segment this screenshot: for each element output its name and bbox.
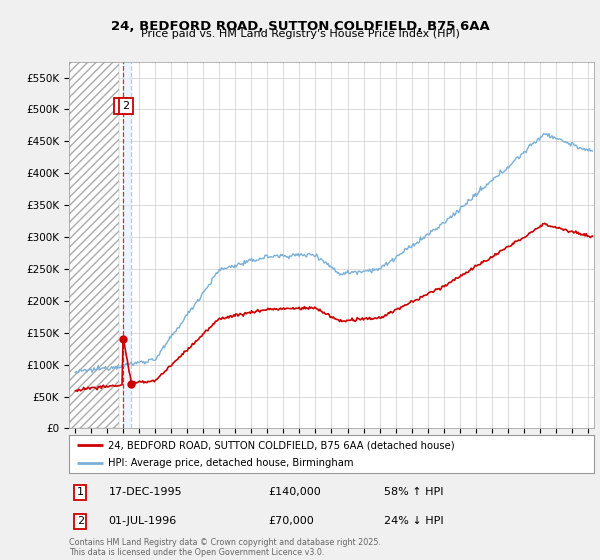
Text: £140,000: £140,000 — [269, 487, 321, 497]
Bar — [69, 62, 119, 428]
Text: Contains HM Land Registry data © Crown copyright and database right 2025.
This d: Contains HM Land Registry data © Crown c… — [69, 538, 381, 557]
Text: 1: 1 — [77, 487, 84, 497]
Text: 24, BEDFORD ROAD, SUTTON COLDFIELD, B75 6AA: 24, BEDFORD ROAD, SUTTON COLDFIELD, B75 … — [110, 20, 490, 32]
Text: HPI: Average price, detached house, Birmingham: HPI: Average price, detached house, Birm… — [109, 458, 354, 468]
Text: 58% ↑ HPI: 58% ↑ HPI — [384, 487, 443, 497]
Text: 24% ↓ HPI: 24% ↓ HPI — [384, 516, 443, 526]
Text: 1: 1 — [117, 101, 124, 111]
Bar — [123, 62, 131, 428]
Text: 2: 2 — [77, 516, 84, 526]
Text: 24, BEDFORD ROAD, SUTTON COLDFIELD, B75 6AA (detached house): 24, BEDFORD ROAD, SUTTON COLDFIELD, B75 … — [109, 440, 455, 450]
Text: Price paid vs. HM Land Registry's House Price Index (HPI): Price paid vs. HM Land Registry's House … — [140, 29, 460, 39]
Text: 2: 2 — [122, 101, 130, 111]
Text: £70,000: £70,000 — [269, 516, 314, 526]
Text: 01-JUL-1996: 01-JUL-1996 — [109, 516, 176, 526]
Text: 17-DEC-1995: 17-DEC-1995 — [109, 487, 182, 497]
